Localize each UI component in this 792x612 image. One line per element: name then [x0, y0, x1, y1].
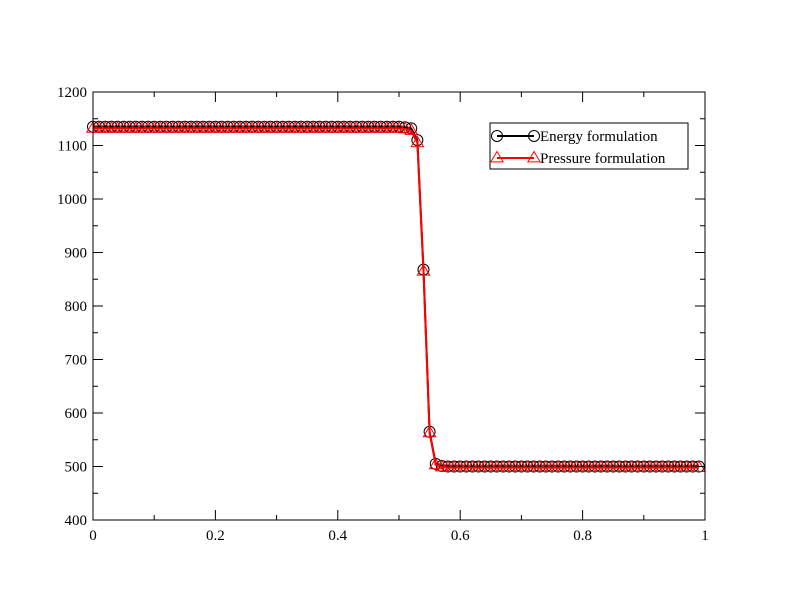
tick-layer: 0 0.2 0.4 0.6 0.8 1 400 500 600 700 800 900 1000 1100…: [57, 85, 709, 544]
y-tick-label: 1200: [57, 85, 87, 101]
x-tick-label: 0.8: [573, 528, 592, 544]
series-pressure-formulation: [85, 120, 706, 472]
y-tick-label: 500: [65, 460, 88, 476]
legend-label: Energy formulation: [540, 129, 658, 145]
legend-marker: [526, 150, 542, 163]
legend: Energy formulation Pressure formulation: [489, 122, 689, 170]
legend-label: Pressure formulation: [540, 151, 666, 167]
y-tick-label: 400: [65, 513, 88, 529]
legend-marker: [489, 150, 505, 163]
legend-marker: [528, 130, 540, 142]
x-tick-label: 0.2: [206, 528, 225, 544]
data-point: [416, 263, 431, 276]
x-tick-label: 0.6: [451, 528, 470, 544]
y-tick-label: 1100: [58, 139, 87, 155]
series-layer: [85, 120, 706, 473]
legend-box: [489, 122, 689, 170]
y-tick-label: 900: [65, 246, 88, 262]
data-point: [428, 457, 443, 470]
data-point: [398, 121, 413, 134]
y-tick-label: 800: [65, 299, 88, 315]
legend-marker: [491, 130, 503, 142]
y-tick-label: 1000: [57, 192, 87, 208]
data-point: [404, 123, 419, 135]
y-tick-label: 600: [65, 406, 88, 422]
x-tick-label: 0.4: [328, 528, 347, 544]
series-line: [93, 127, 699, 469]
data-point: [410, 135, 425, 148]
y-tick-label: 700: [65, 353, 88, 369]
x-tick-label: 0: [89, 528, 97, 544]
x-tick-label: 1: [701, 528, 709, 544]
data-point: [422, 425, 437, 438]
